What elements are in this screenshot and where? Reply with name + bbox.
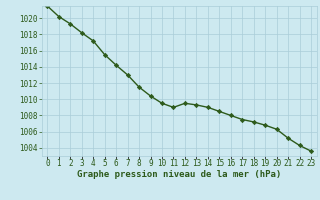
X-axis label: Graphe pression niveau de la mer (hPa): Graphe pression niveau de la mer (hPa) — [77, 170, 281, 179]
